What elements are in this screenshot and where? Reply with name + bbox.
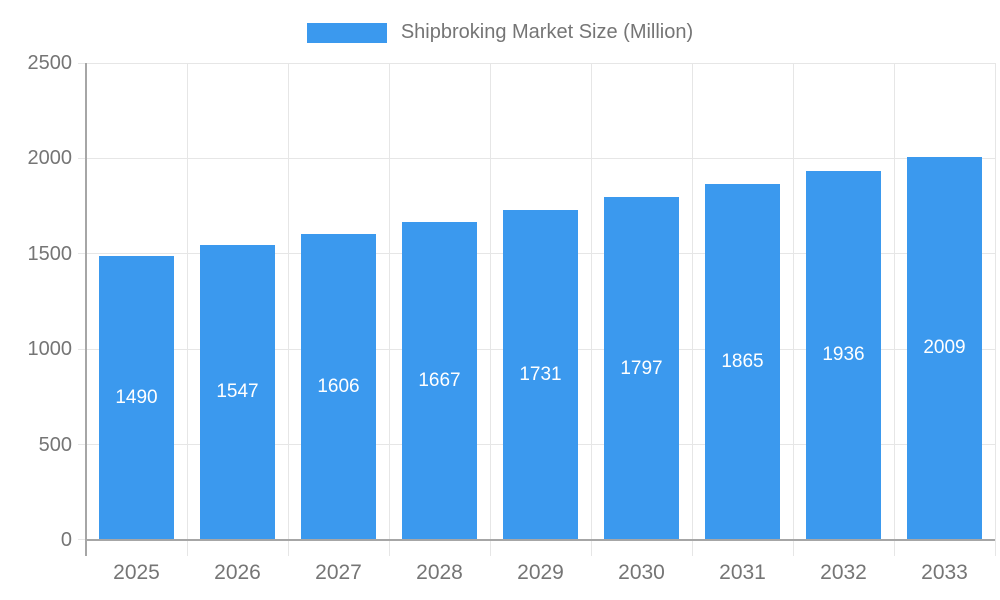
bar[interactable]: 1865 [705, 184, 780, 540]
bar-value-label: 1936 [822, 344, 865, 366]
y-axis-tick-label: 2500 [27, 52, 73, 74]
x-axis-tick-label: 2028 [416, 561, 463, 584]
vertical-gridline [792, 63, 794, 556]
bar[interactable]: 1547 [200, 244, 275, 540]
bar[interactable]: 2009 [907, 156, 982, 540]
vertical-gridline [590, 63, 592, 556]
bar-value-label: 2009 [923, 337, 966, 359]
vertical-gridline [893, 63, 895, 556]
x-axis-tick-label: 2032 [820, 561, 867, 584]
x-axis-tick-label: 2031 [719, 561, 766, 584]
bar[interactable]: 1936 [806, 170, 881, 540]
vertical-gridline [489, 63, 491, 556]
y-axis-tick-label: 1000 [27, 338, 73, 361]
bar[interactable]: 1490 [99, 255, 174, 540]
y-axis-tick-label: 0 [60, 529, 72, 551]
bar[interactable]: 1667 [402, 221, 477, 540]
plot-area: 0 500 1000 1500 2000 2500 1490 2025 1547 2026 1606… [28, 52, 996, 584]
y-axis-tick-label: 2000 [27, 147, 73, 170]
bar-value-label: 1606 [317, 375, 360, 397]
bar[interactable]: 1606 [301, 233, 376, 540]
bar-value-label: 1667 [418, 369, 461, 391]
vertical-gridline [186, 63, 188, 556]
legend-label: Shipbroking Market Size (Million) [400, 21, 694, 43]
bar-value-label: 1547 [216, 381, 259, 403]
vertical-gridline [388, 63, 390, 556]
bar-value-label: 1490 [115, 386, 158, 408]
horizontal-gridline [78, 157, 995, 159]
bar-value-label: 1865 [721, 351, 764, 373]
vertical-gridline [691, 63, 693, 556]
bar-value-label: 1797 [620, 357, 663, 379]
horizontal-gridline [78, 62, 995, 64]
y-axis-line [85, 63, 87, 556]
x-axis-tick-label: 2033 [921, 561, 968, 584]
bar[interactable]: 1797 [604, 197, 679, 540]
y-axis-tick [78, 539, 86, 540]
bar-value-label: 1731 [519, 363, 562, 385]
x-axis-tick-label: 2027 [315, 561, 362, 584]
x-axis-tick-label: 2026 [214, 561, 261, 584]
vertical-gridline [287, 63, 289, 556]
legend-color-swatch [306, 22, 387, 43]
x-axis-tick-label: 2025 [113, 561, 160, 584]
y-axis-tick-label: 500 [38, 433, 72, 456]
x-axis-line [86, 539, 995, 541]
y-axis-tick-label: 1500 [27, 242, 73, 265]
bar[interactable]: 1731 [503, 209, 578, 540]
x-axis-tick-label: 2030 [618, 561, 665, 584]
x-axis-tick-label: 2029 [517, 561, 564, 584]
vertical-gridline [994, 63, 996, 556]
legend[interactable]: Shipbroking Market Size (Million) [0, 21, 1000, 44]
